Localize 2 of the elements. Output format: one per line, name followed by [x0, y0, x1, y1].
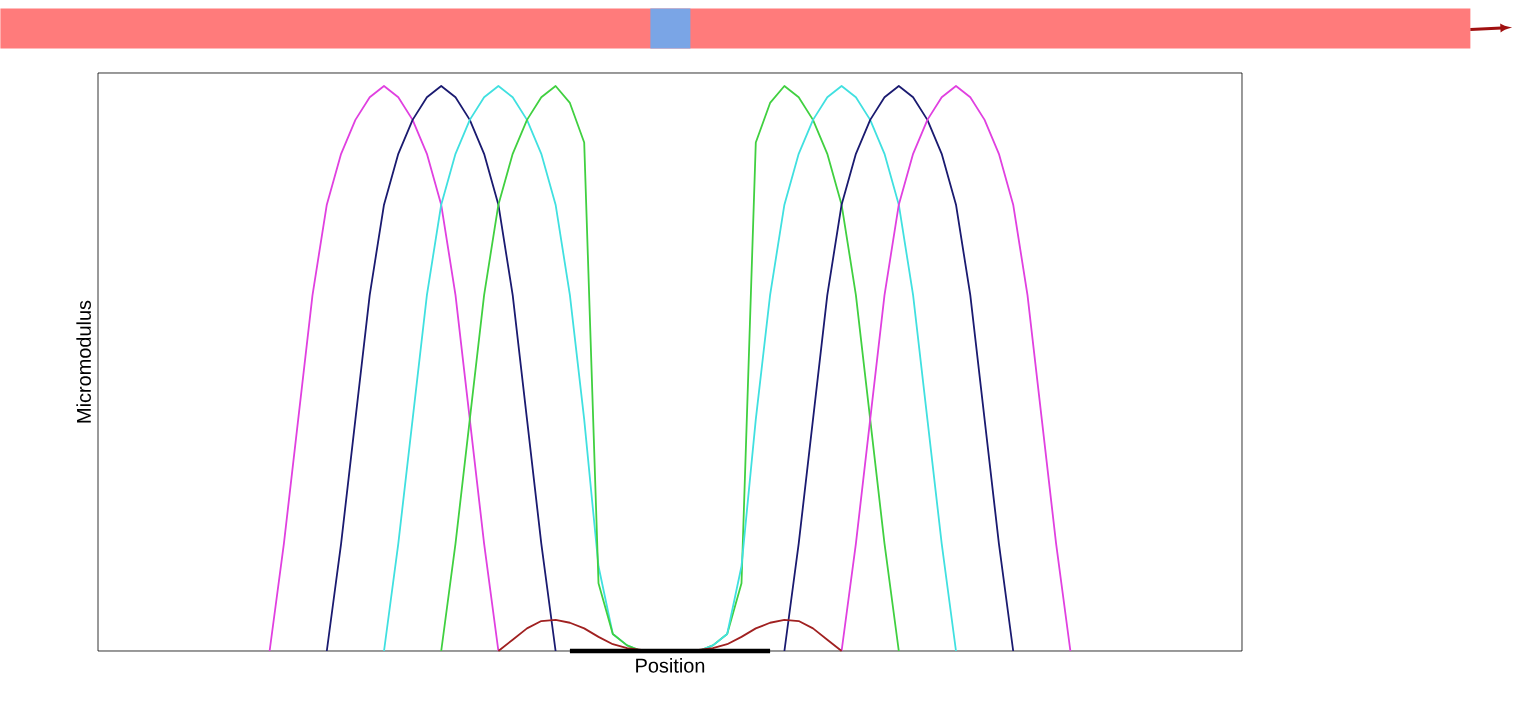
x-axis-title: Position [636, 658, 705, 673]
y-axis-title: Micromodulus [76, 300, 91, 423]
